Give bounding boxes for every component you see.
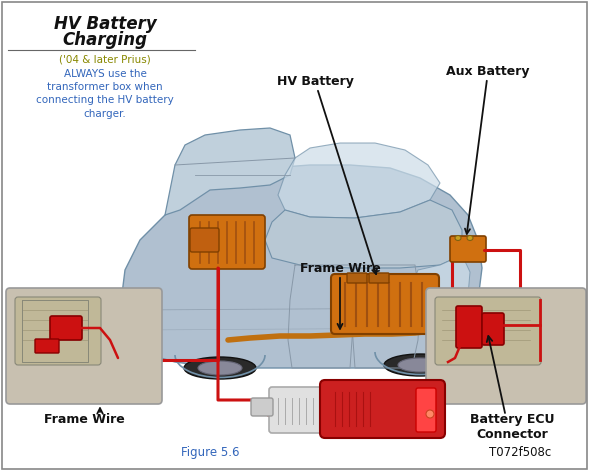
- FancyBboxPatch shape: [456, 306, 482, 348]
- FancyBboxPatch shape: [482, 313, 504, 345]
- Ellipse shape: [398, 358, 442, 372]
- FancyBboxPatch shape: [450, 236, 486, 262]
- FancyBboxPatch shape: [35, 339, 59, 353]
- FancyBboxPatch shape: [251, 398, 273, 416]
- FancyBboxPatch shape: [331, 274, 439, 334]
- Text: Frame Wire: Frame Wire: [44, 413, 124, 426]
- FancyBboxPatch shape: [189, 215, 265, 269]
- Polygon shape: [165, 128, 295, 215]
- Polygon shape: [120, 165, 482, 368]
- Text: T072f508c: T072f508c: [489, 446, 551, 459]
- FancyBboxPatch shape: [369, 273, 389, 283]
- Text: Frame Wire: Frame Wire: [300, 262, 381, 329]
- FancyBboxPatch shape: [320, 380, 445, 438]
- Text: Aux Battery: Aux Battery: [446, 65, 530, 234]
- FancyBboxPatch shape: [435, 297, 541, 365]
- Text: Charging: Charging: [63, 31, 148, 49]
- Text: ('04 & later Prius): ('04 & later Prius): [59, 54, 151, 64]
- FancyBboxPatch shape: [190, 228, 219, 252]
- Text: Battery ECU
Connector: Battery ECU Connector: [470, 413, 554, 441]
- Text: Figure 5.6: Figure 5.6: [181, 446, 240, 459]
- Polygon shape: [265, 200, 462, 268]
- Ellipse shape: [384, 354, 456, 376]
- Ellipse shape: [184, 357, 256, 379]
- FancyBboxPatch shape: [6, 288, 162, 404]
- Polygon shape: [412, 255, 470, 300]
- FancyBboxPatch shape: [426, 288, 586, 404]
- Ellipse shape: [467, 236, 473, 241]
- Polygon shape: [278, 143, 440, 218]
- FancyBboxPatch shape: [269, 387, 323, 433]
- Text: HV Battery: HV Battery: [54, 15, 156, 33]
- FancyBboxPatch shape: [15, 297, 101, 365]
- Text: HV Battery: HV Battery: [277, 75, 377, 274]
- Text: ALWAYS use the
transformer box when
connecting the HV battery
charger.: ALWAYS use the transformer box when conn…: [36, 69, 174, 119]
- FancyBboxPatch shape: [416, 388, 436, 432]
- FancyBboxPatch shape: [50, 316, 82, 340]
- Ellipse shape: [455, 236, 461, 241]
- FancyBboxPatch shape: [347, 273, 367, 283]
- Ellipse shape: [198, 361, 242, 375]
- Ellipse shape: [426, 410, 434, 418]
